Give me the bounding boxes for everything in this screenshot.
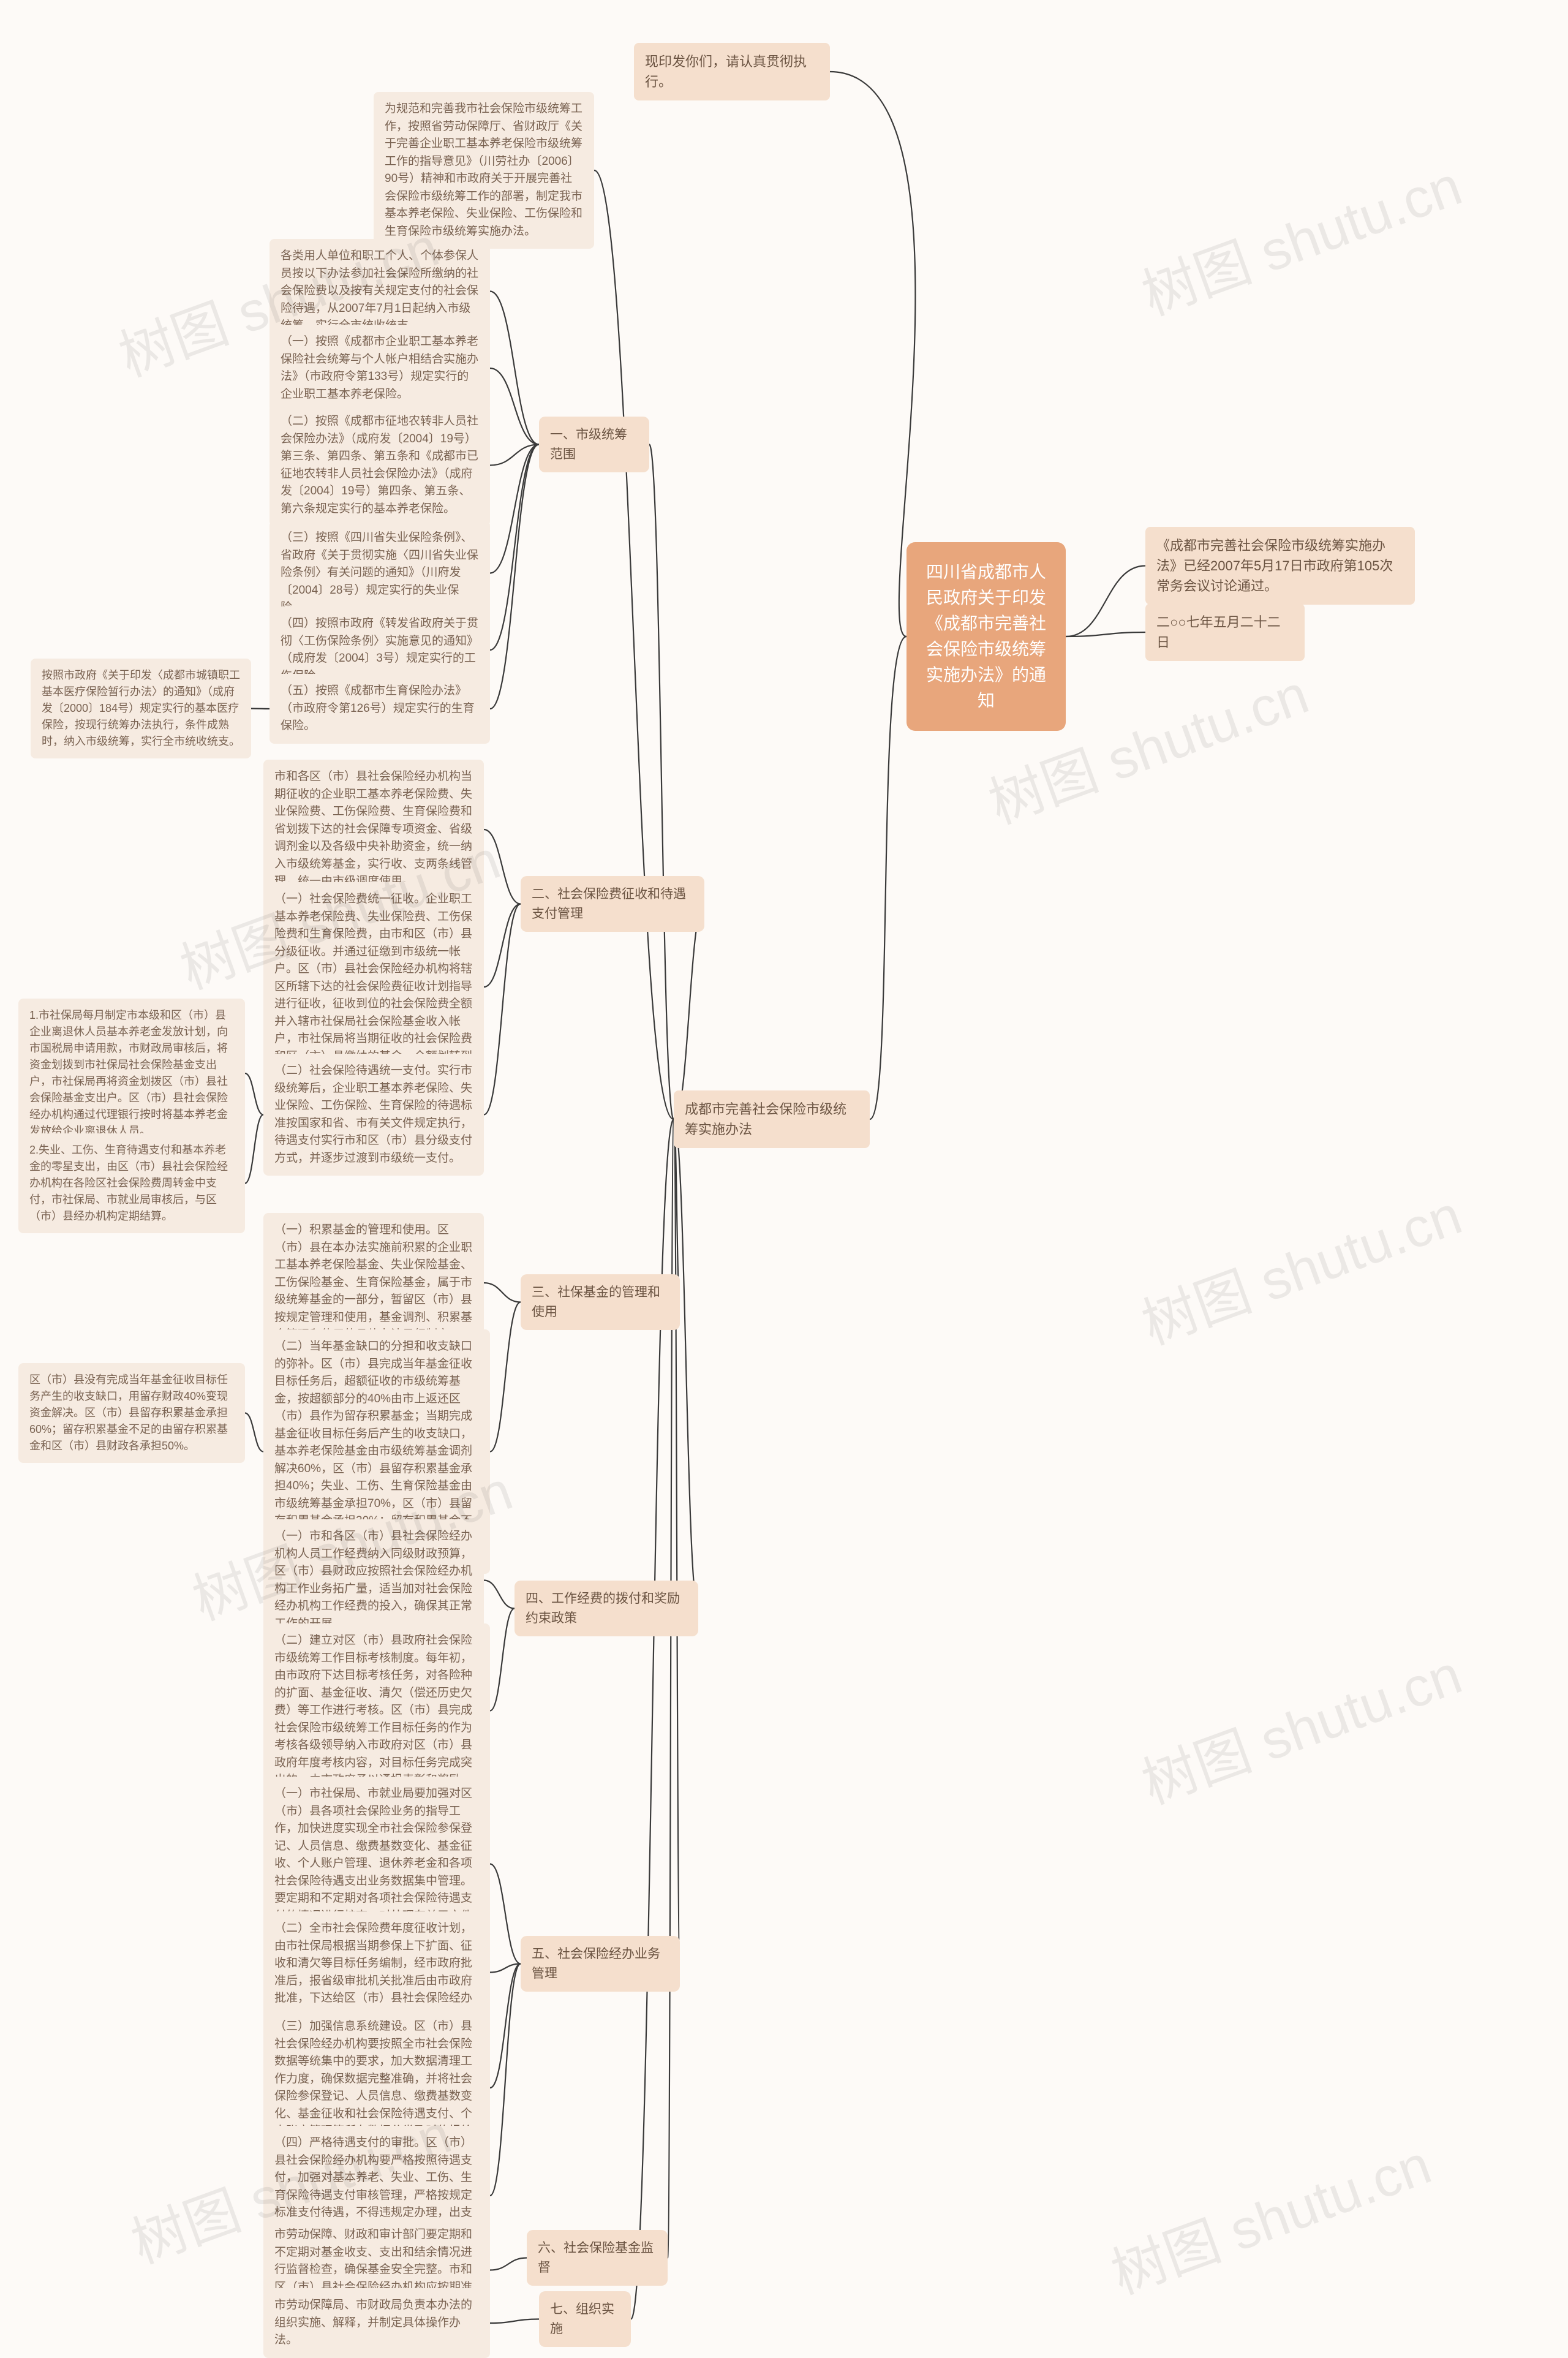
connector bbox=[484, 829, 521, 904]
mindmap-node: 四、工作经费的拨付和奖励约束政策 bbox=[514, 1581, 698, 1636]
mindmap-node: 为规范和完善我市社会保险市级统筹工作，按照省劳动保障厅、省财政厅《关于完善企业职… bbox=[374, 92, 594, 249]
mindmap-node: （二）社会保险待遇统一支付。实行市级统筹后，企业职工基本养老保险、失业保险、工伤… bbox=[263, 1054, 484, 1176]
mindmap-node: （二）按照《成都市征地农转非人员社会保险办法》（成府发〔2004〕19号）第三条… bbox=[270, 404, 490, 526]
connector bbox=[490, 445, 539, 573]
connector bbox=[830, 72, 915, 637]
mindmap-node: 市和各区（市）县社会保险经办机构当期征收的企业职工基本养老保险费、失业保险费、工… bbox=[263, 760, 484, 899]
connector bbox=[490, 1964, 521, 1973]
connector bbox=[1066, 632, 1145, 637]
watermark: 树图 shutu.cn bbox=[1099, 2120, 1440, 2310]
mindmap-node: （一）按照《成都市企业职工基本养老保险社会统筹与个人帐户相结合实施办法》（市政府… bbox=[270, 325, 490, 412]
connector bbox=[674, 1119, 680, 1964]
mindmap-node: 七、组织实施 bbox=[539, 2291, 631, 2347]
connector bbox=[490, 1964, 521, 2196]
connector bbox=[674, 1119, 698, 1609]
connector bbox=[245, 1115, 263, 1184]
connector bbox=[484, 1581, 514, 1609]
mindmap-node: 2.失业、工伤、生育待遇支付和基本养老金的零星支出，由区（市）县社会保险经办机构… bbox=[18, 1133, 245, 1233]
watermark: 树图 shutu.cn bbox=[1129, 1630, 1471, 1820]
mindmap-node: 按照市政府《关于印发〈成都市城镇职工基本医疗保险暂行办法〉的通知》（成府发〔20… bbox=[31, 659, 251, 758]
connector bbox=[490, 1964, 521, 2088]
connector bbox=[484, 904, 521, 988]
connector bbox=[490, 445, 539, 466]
mindmap-node: 1.市社保局每月制定市本级和区（市）县企业离退休人员基本养老金发放计划，向市国税… bbox=[18, 999, 245, 1148]
connector bbox=[490, 1302, 521, 1452]
connector bbox=[484, 1283, 521, 1302]
watermark: 树图 shutu.cn bbox=[1129, 142, 1471, 331]
connector bbox=[490, 2319, 539, 2324]
connector bbox=[245, 1073, 263, 1115]
connector bbox=[1066, 566, 1145, 637]
connector bbox=[490, 292, 539, 445]
connector bbox=[870, 637, 907, 1119]
connector bbox=[674, 904, 704, 1120]
mindmap-node: 六、社会保险基金监督 bbox=[527, 2230, 668, 2286]
mindmap-node: （二）建立对区（市）县政府社会保险市级统筹工作目标考核制度。每年初，由市政府下达… bbox=[263, 1623, 490, 1798]
mindmap-node: （五）按照《成都市生育保险办法》（市政府令第126号）规定实行的生育保险。 bbox=[270, 674, 490, 744]
connector bbox=[594, 170, 674, 1119]
connector bbox=[490, 368, 539, 445]
connector bbox=[484, 904, 521, 1115]
mindmap-node: 五、社会保险经办业务管理 bbox=[521, 1936, 680, 1992]
root-node: 四川省成都市人民政府关于印发《成都市完善社会保险市级统筹实施办法》的通知 bbox=[907, 542, 1066, 731]
mindmap-node: 二、社会保险费征收和待遇支付管理 bbox=[521, 876, 704, 932]
mindmap-node: 现印发你们，请认真贯彻执行。 bbox=[634, 43, 830, 100]
mindmap-node: 三、社保基金的管理和使用 bbox=[521, 1274, 680, 1330]
connector bbox=[245, 1413, 263, 1452]
connector bbox=[490, 445, 539, 709]
connector bbox=[490, 1609, 514, 1711]
watermark: 树图 shutu.cn bbox=[1129, 1171, 1471, 1360]
connector bbox=[490, 445, 539, 651]
connector bbox=[490, 2258, 527, 2270]
connector bbox=[490, 1864, 521, 1964]
mindmap-node: 《成都市完善社会保险市级统筹实施办法》已经2007年5月17日市政府第105次常… bbox=[1145, 527, 1415, 605]
mindmap-node: 市劳动保障局、市财政局负责本办法的组织实施、解释，并制定具体操作办法。 bbox=[263, 2288, 490, 2358]
mindmap-node: 成都市完善社会保险市级统筹实施办法 bbox=[674, 1090, 870, 1148]
mindmap-node: 区（市）县没有完成当年基金征收目标任务产生的收支缺口，用留存财政40%变现资金解… bbox=[18, 1363, 245, 1463]
mindmap-node: 一、市级统筹范围 bbox=[539, 417, 649, 472]
connector bbox=[649, 445, 674, 1120]
mindmap-node: 二○○七年五月二十二日 bbox=[1145, 603, 1305, 661]
